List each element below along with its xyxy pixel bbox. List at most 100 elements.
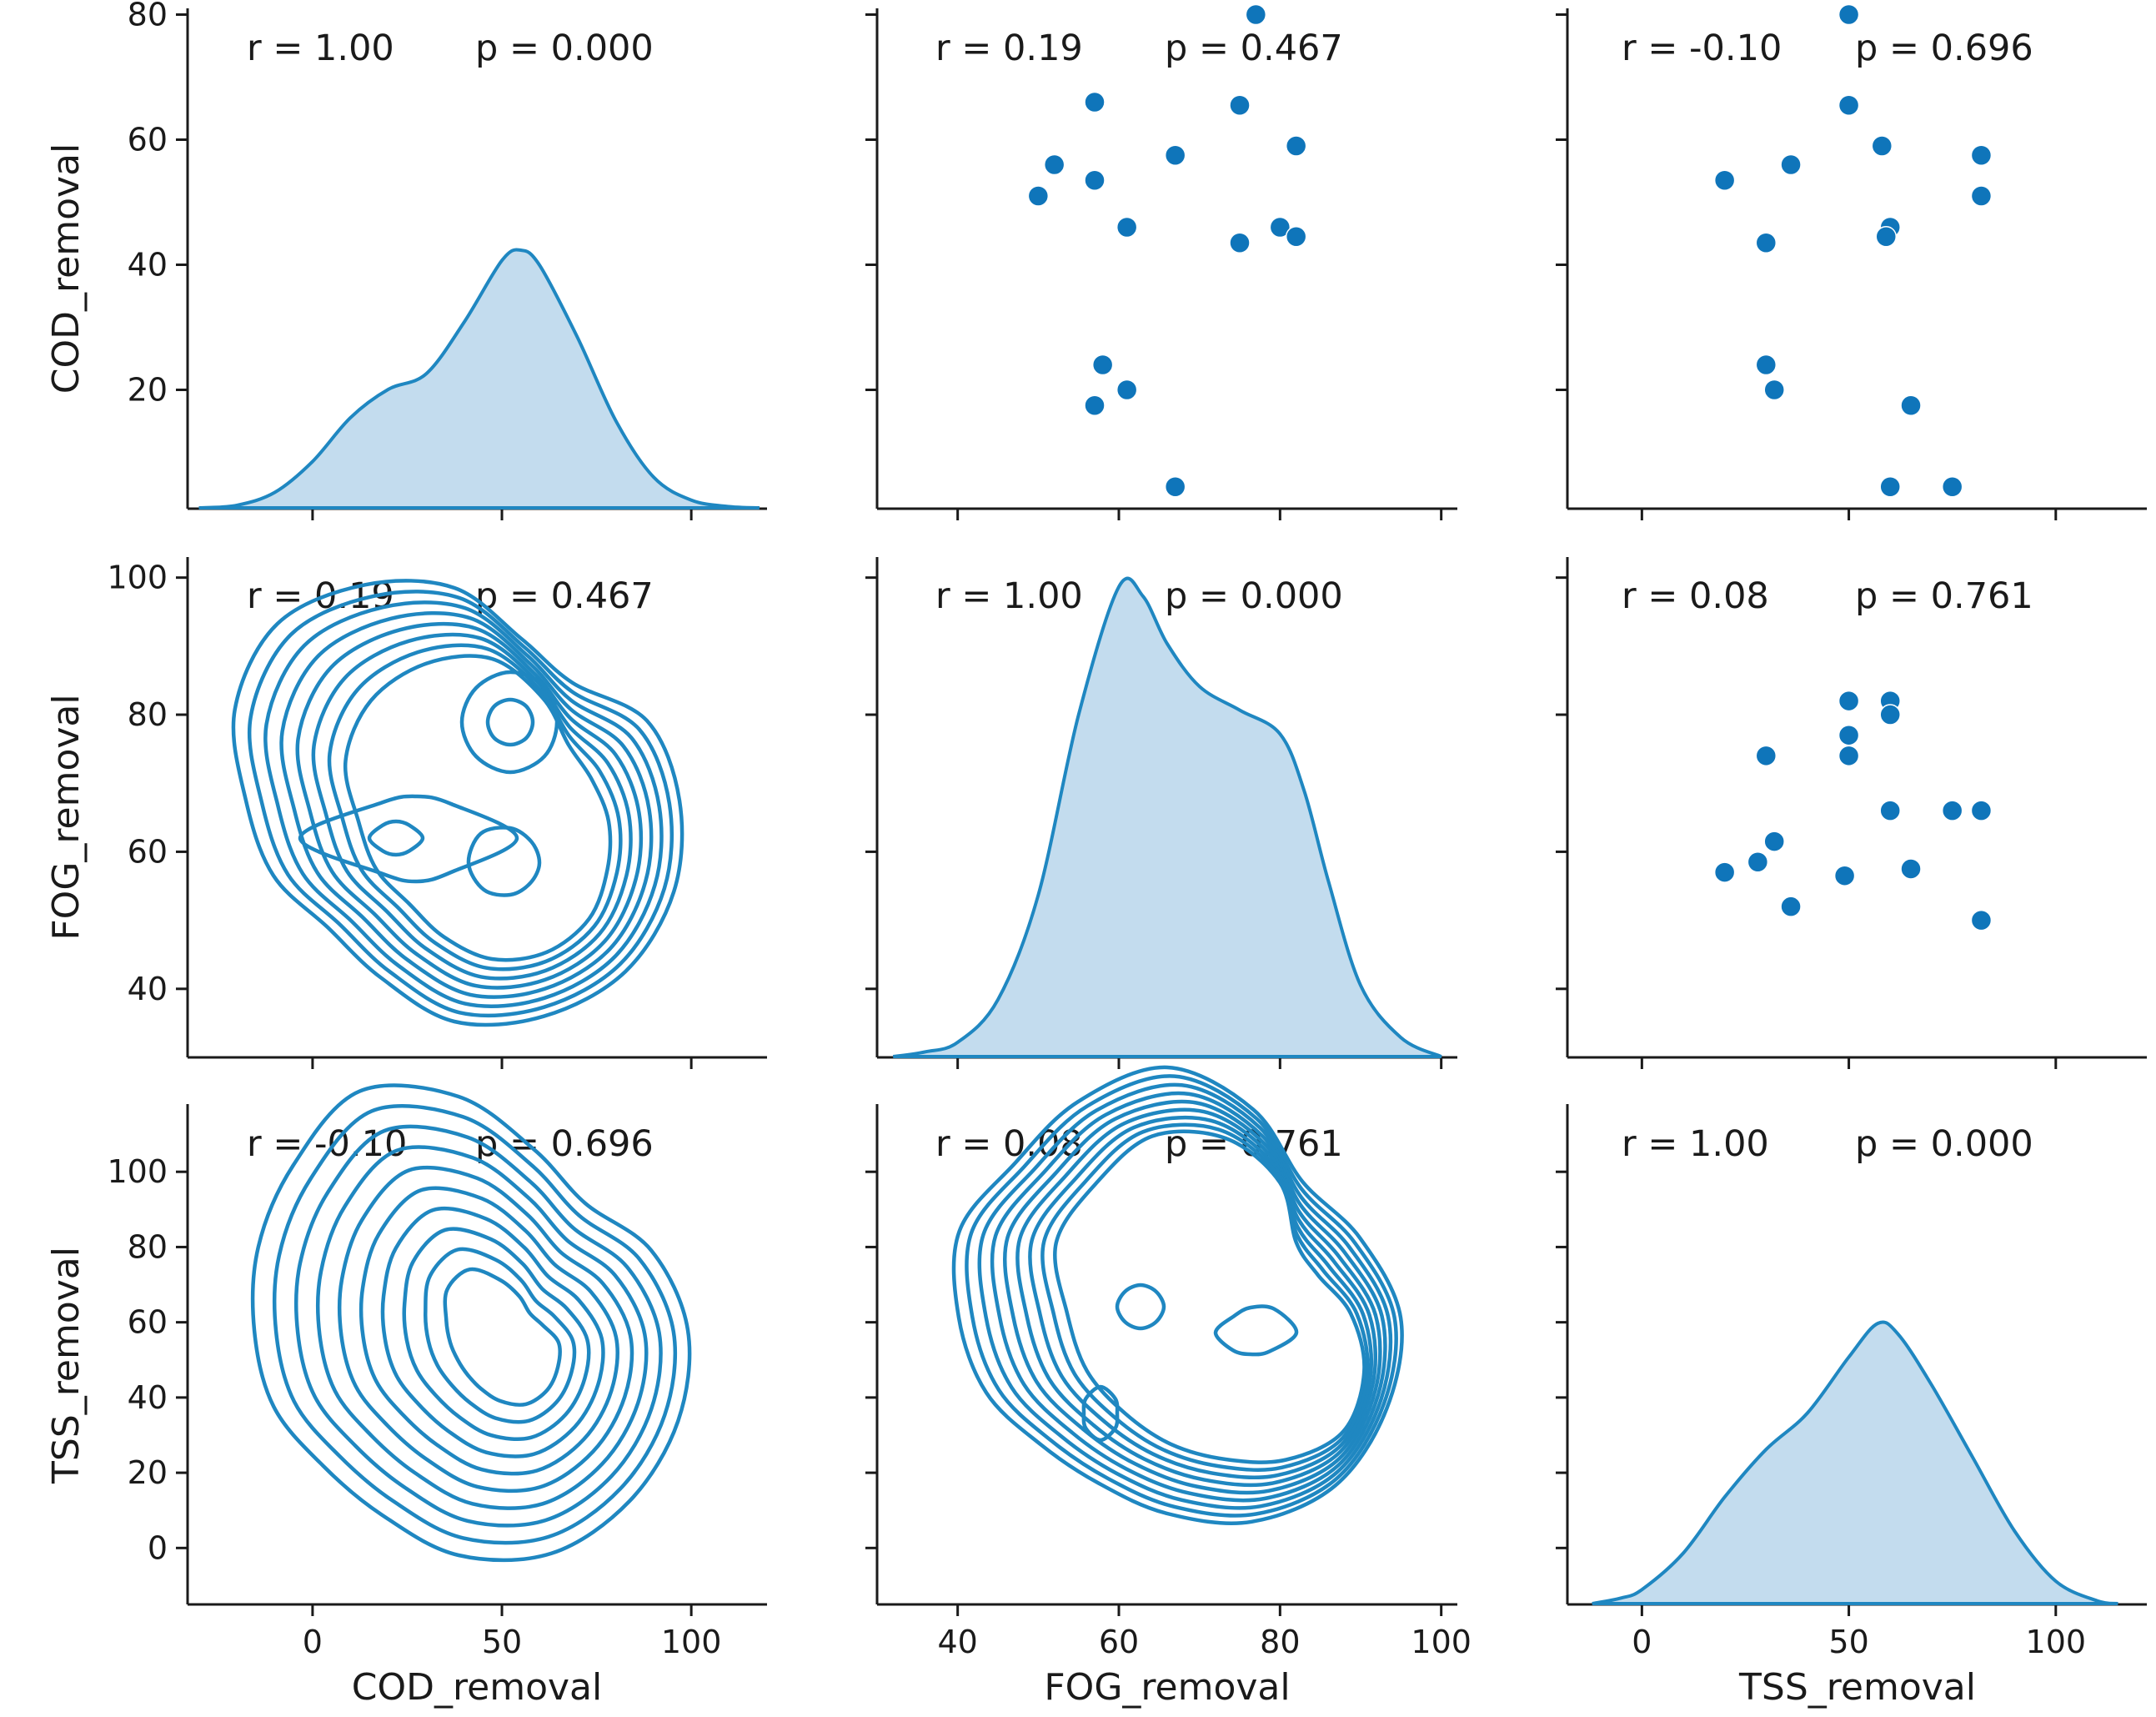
kde-contour-line (247, 590, 674, 1018)
stat-r-2-1: r = 0.08 (935, 1123, 1083, 1165)
kde-contour-line (293, 1124, 663, 1528)
stat-p-1-1: p = 0.000 (1165, 575, 1343, 617)
kde-contour-line (231, 579, 684, 1027)
x-tick-label: 80 (1260, 1624, 1300, 1660)
scatter-point-tss-fog (1941, 800, 1963, 821)
kde-contour-line (367, 819, 425, 857)
stat-p-2-2: p = 0.000 (1855, 1123, 2033, 1165)
scatter-point-tss-cod (1970, 144, 1993, 166)
scatter-point-tss-cod (1838, 3, 1860, 26)
scatter-point-fog-cod (1164, 144, 1186, 166)
scatter-point-fog-cod (1027, 185, 1050, 207)
kde-contour-line (1053, 1129, 1366, 1464)
kde-contour-line (951, 1065, 1404, 1525)
kde-contour-line (459, 670, 559, 775)
x-axis-title-fog: FOG_removal (1044, 1666, 1290, 1709)
stat-p-0-1: p = 0.467 (1165, 28, 1343, 69)
kde-curve-FOG_removal (893, 576, 1442, 1058)
y-tick-label: 100 (107, 560, 168, 596)
scatter-point-tss-fog (1879, 704, 1901, 725)
scatter-point-tss-fog (1763, 831, 1785, 852)
kde-contour-line (380, 1206, 605, 1458)
kde-contours-fog-cod (231, 579, 684, 1027)
scatter-point-tss-cod (1941, 476, 1963, 498)
scatter-point-fog-cod (1285, 226, 1307, 248)
scatter-point-tss-cod (1871, 135, 1893, 157)
kde-contour-line (272, 1104, 678, 1545)
x-tick-label: 100 (2026, 1624, 2087, 1660)
x-axis-title-cod: COD_removal (352, 1666, 602, 1709)
panel-2-1: 40 60 80 100 (865, 1104, 1472, 1660)
kde-contour-line (337, 1165, 634, 1494)
kde-contour-line (327, 643, 623, 971)
panel-0-2 (1556, 8, 2147, 520)
scatter-point-fog-cod (1245, 3, 1267, 26)
scatter-point-tss-fog (1713, 861, 1736, 883)
scatter-point-tss-fog (1833, 865, 1856, 886)
kde-contour-line (1015, 1107, 1378, 1488)
scatter-point-tss-fog (1970, 909, 1993, 931)
scatter-point-tss-cod (1755, 354, 1777, 376)
y-tick-label: 40 (128, 247, 168, 284)
scatter-point-tss-fog (1780, 896, 1802, 917)
kde-contour-line (402, 1227, 591, 1442)
scatter-point-tss-fog (1755, 745, 1777, 767)
y-axis-title-cod: COD_removal (45, 143, 88, 394)
scatter-point-tss-fog (1838, 745, 1860, 767)
y-tick-label: 80 (128, 0, 168, 33)
stat-r-1-1: r = 1.00 (935, 575, 1083, 617)
scatter-point-tss-cod (1900, 394, 1922, 416)
kde-contour-line (443, 1267, 562, 1407)
scatter-point-fog-cod (1084, 91, 1106, 113)
scatter-point-tss-fog (1879, 800, 1901, 821)
stat-r-0-2: r = -0.10 (1622, 28, 1782, 69)
scatter-point-tss-fog (1838, 724, 1860, 746)
stat-r-2-0: r = -0.10 (247, 1123, 407, 1165)
scatter-point-tss-fog (1747, 851, 1769, 873)
panel-0-1 (865, 8, 1457, 520)
y-tick-label: 40 (128, 971, 168, 1007)
scatter-point-fog-cod (1229, 232, 1251, 254)
stat-p-0-2: p = 0.696 (1855, 28, 2033, 69)
x-axis-title-tss: TSS_removal (1738, 1666, 1976, 1709)
kde-contour-line (250, 1083, 692, 1563)
y-tick-label: 60 (128, 122, 168, 158)
y-tick-label: 20 (128, 372, 168, 409)
kde-contour-line (298, 794, 519, 884)
kde-contour-line (358, 1186, 619, 1476)
kde-contours-tss-fog (951, 1065, 1404, 1525)
stat-labels: r = 1.00 p = 0.000 r = 0.19 p = 0.467 r … (247, 28, 2033, 1165)
stat-r-2-2: r = 1.00 (1622, 1123, 1769, 1165)
y-axis-title-fog: FOG_removal (45, 694, 88, 940)
y-tick-label: 80 (128, 1228, 168, 1265)
x-tick-label: 60 (1099, 1624, 1139, 1660)
scatter-point-fog-cod (1116, 379, 1138, 401)
kde-curve-TSS_removal (1592, 1320, 2118, 1605)
x-tick-label: 0 (303, 1624, 323, 1660)
y-tick-label: 100 (107, 1153, 168, 1190)
x-tick-label: 100 (661, 1624, 722, 1660)
x-tick-label: 40 (937, 1624, 977, 1660)
stat-p-1-2: p = 0.761 (1855, 575, 2033, 617)
scatter-point-fog-cod (1084, 394, 1106, 416)
stat-r-0-1: r = 0.19 (935, 28, 1083, 69)
kde-contour-line (1213, 1304, 1299, 1357)
kde-contour-line (485, 697, 535, 747)
axis-titles: COD_removal FOG_removal TSS_removal COD_… (45, 143, 1976, 1709)
y-tick-label: 0 (148, 1529, 168, 1566)
y-tick-label: 60 (128, 833, 168, 870)
scatter-point-tss-cod (1970, 185, 1993, 207)
kde-contour-line (990, 1091, 1387, 1503)
kde-contour-line (311, 632, 633, 981)
y-tick-label: 20 (128, 1454, 168, 1491)
scatter-point-tss-cod (1713, 169, 1736, 191)
kde-contour-line (263, 600, 664, 1008)
panel-1-0: 40 60 80 100 (107, 557, 767, 1069)
panel-1-2 (1556, 557, 2147, 1069)
scatter-point-tss-cod (1838, 94, 1860, 116)
kde-contours-tss-cod (250, 1083, 692, 1563)
scatter-point-fog-cod (1285, 135, 1307, 157)
x-tick-label: 0 (1632, 1624, 1652, 1660)
scatter-point-tss-cod (1875, 226, 1897, 248)
